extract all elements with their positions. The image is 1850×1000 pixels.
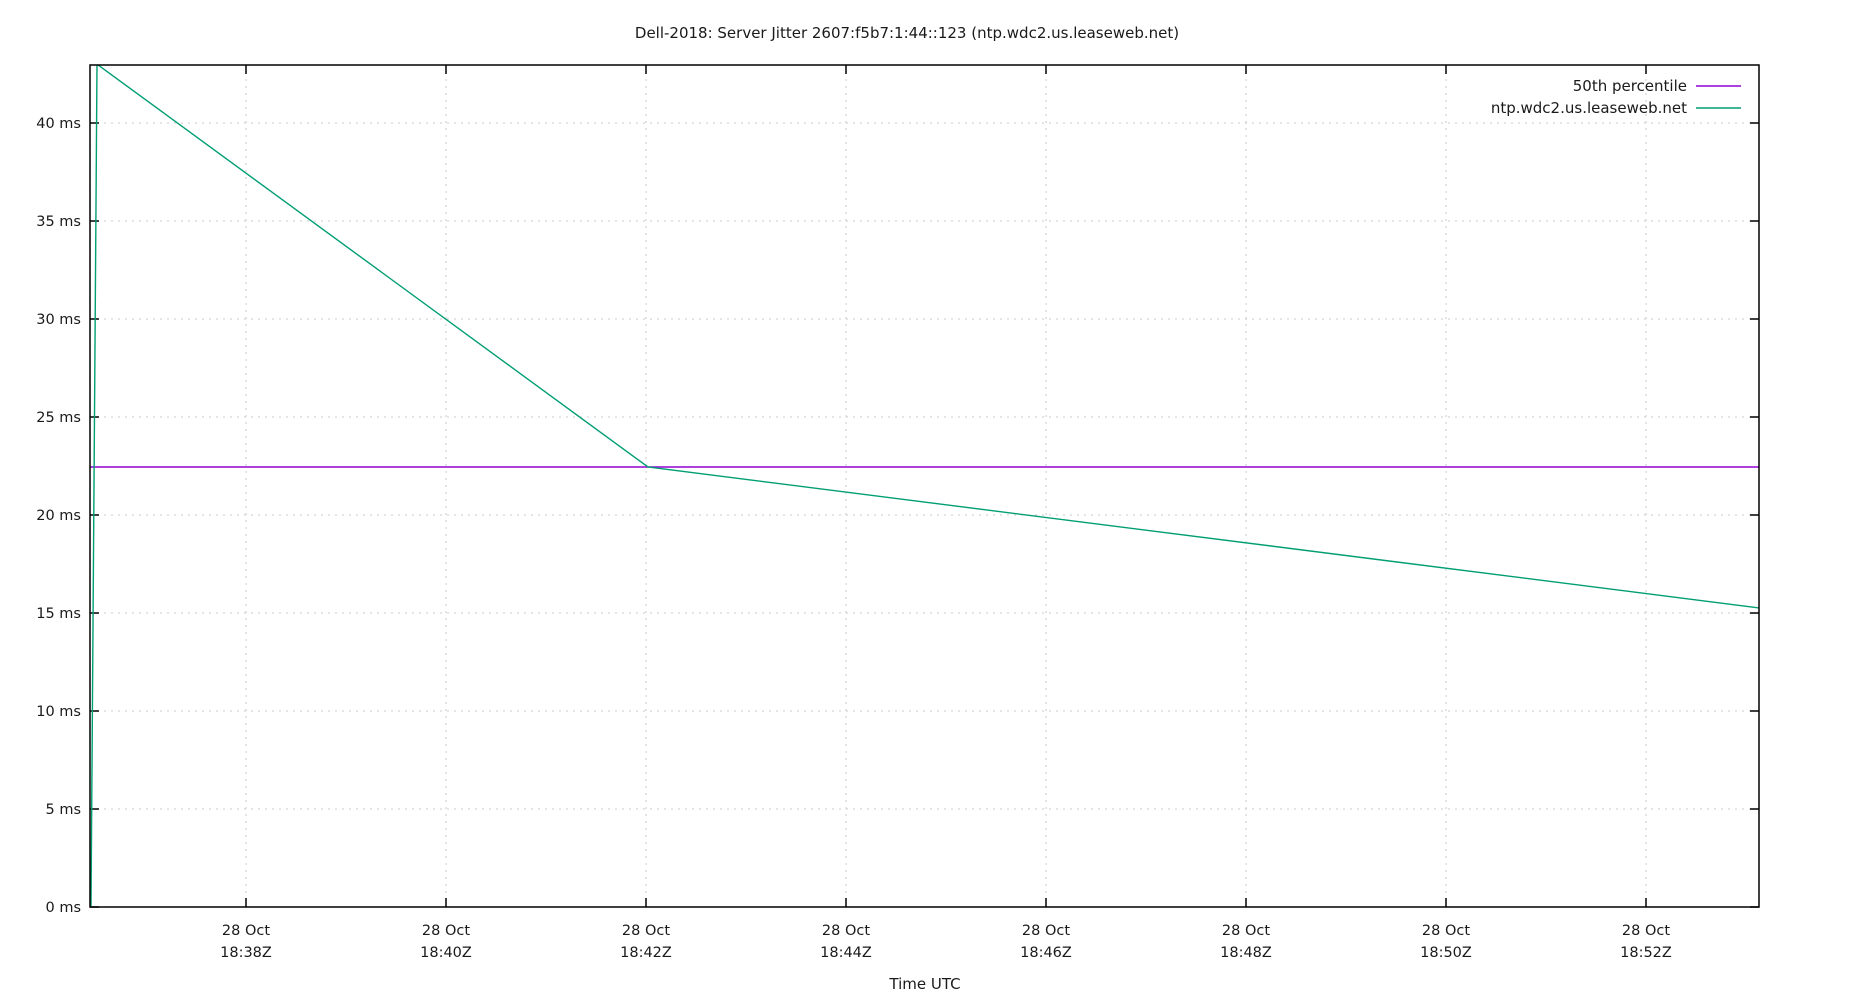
y-tick-label: 20 ms: [36, 508, 81, 524]
grid-lines: [90, 65, 1759, 907]
y-tick-label: 15 ms: [36, 606, 81, 622]
y-tick-label: 30 ms: [36, 312, 81, 328]
legend-label-server: ntp.wdc2.us.leaseweb.net: [1491, 99, 1687, 117]
plot-border: [89, 64, 1760, 908]
x-tick-label-date: 28 Oct: [1622, 923, 1670, 939]
x-tick-label-time: 18:48Z: [1220, 945, 1272, 961]
legend-label-percentile: 50th percentile: [1573, 77, 1687, 95]
x-tick-label-time: 18:42Z: [620, 945, 672, 961]
x-tick-label-date: 28 Oct: [622, 923, 670, 939]
y-tick-label: 0 ms: [45, 900, 81, 916]
x-tick-label-date: 28 Oct: [822, 923, 870, 939]
x-tick-label-time: 18:44Z: [820, 945, 872, 961]
y-tick-label: 35 ms: [36, 214, 81, 230]
x-axis-label: Time UTC: [888, 975, 960, 993]
plot-series: [90, 65, 1759, 907]
legend: 50th percentile ntp.wdc2.us.leaseweb.net: [1491, 77, 1741, 117]
x-tick-label-time: 18:52Z: [1620, 945, 1672, 961]
chart-title: Dell-2018: Server Jitter 2607:f5b7:1:44:…: [635, 24, 1179, 42]
series-server-jitter-line: [90, 65, 1759, 907]
x-tick-label-date: 28 Oct: [422, 923, 470, 939]
y-tick-label: 25 ms: [36, 410, 81, 426]
x-tick-label-date: 28 Oct: [1022, 923, 1070, 939]
x-tick-label-date: 28 Oct: [1222, 923, 1270, 939]
x-tick-label-time: 18:38Z: [220, 945, 272, 961]
y-axis: 0 ms 5 ms 10 ms 15 ms 20 ms 25 ms 30 ms 35 ms 40…: [36, 116, 1759, 916]
x-tick-label-time: 18:40Z: [420, 945, 472, 961]
x-tick-label-time: 18:46Z: [1020, 945, 1072, 961]
x-tick-label-date: 28 Oct: [1422, 923, 1470, 939]
x-tick-label-time: 18:50Z: [1420, 945, 1472, 961]
y-tick-label: 5 ms: [45, 802, 81, 818]
x-tick-label-date: 28 Oct: [222, 923, 270, 939]
x-axis: 28 Oct 18:38Z 28 Oct 18:40Z 28 Oct 18:42Z 28 O…: [220, 65, 1672, 961]
y-tick-label: 40 ms: [36, 116, 81, 132]
y-tick-label: 10 ms: [36, 704, 81, 720]
